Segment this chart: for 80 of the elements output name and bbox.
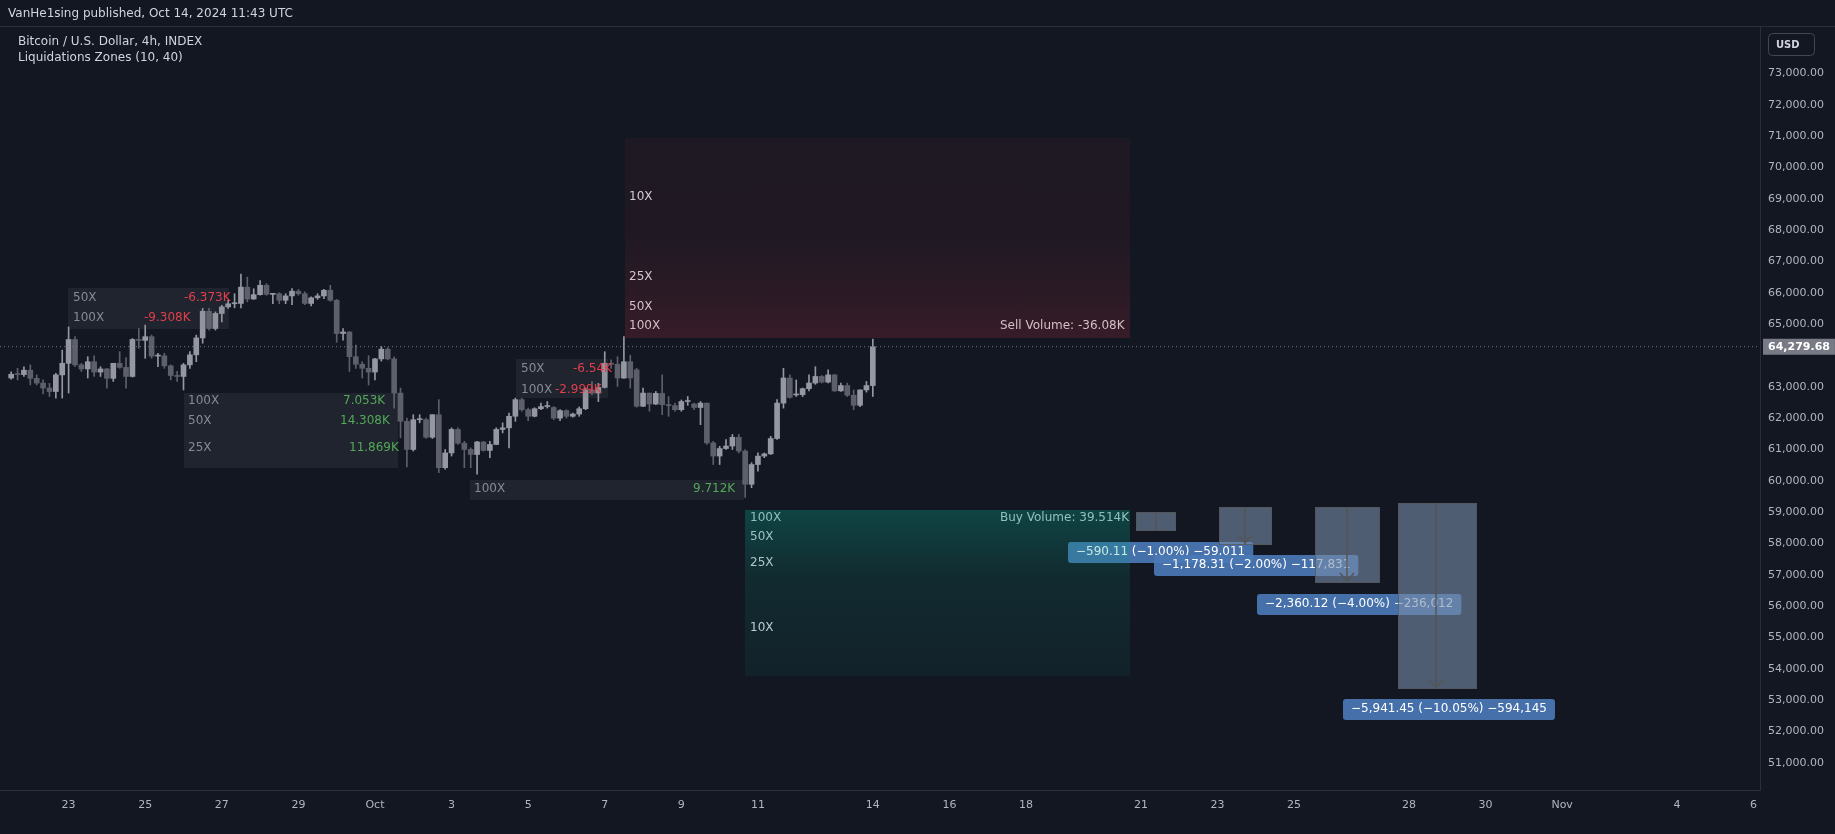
- annotation: 10X: [629, 189, 653, 204]
- y-tick-label: 57,000.00: [1768, 567, 1824, 581]
- y-tick-label: 54,000.00: [1768, 661, 1824, 675]
- y-tick-label: 71,000.00: [1768, 128, 1824, 142]
- annotation: 100X: [73, 310, 105, 325]
- x-tick-label: 5: [524, 798, 532, 812]
- y-tick-label: 65,000.00: [1768, 316, 1824, 330]
- annotation: 100X: [521, 382, 553, 397]
- y-tick-label: 62,000.00: [1768, 411, 1824, 425]
- x-tick-label: Oct: [365, 798, 386, 812]
- annotation: -9.308K: [144, 310, 192, 325]
- annotation: −2,360.12 (−4.00%) −236,012: [1265, 596, 1454, 611]
- text: VanHe1sing published, Oct 14, 2024 11:43 UTC: [8, 6, 293, 21]
- annotation: 100X: [188, 393, 220, 408]
- annotation: 50X: [73, 290, 97, 305]
- x-tick-label: 29: [291, 798, 306, 812]
- annotation: 25X: [750, 555, 774, 570]
- text: Liquidations Zones (10, 40): [18, 50, 183, 65]
- annotation: −590.11 (−1.00%) −59,011: [1076, 544, 1246, 559]
- annotation: 100X: [750, 510, 782, 525]
- x-tick-label: 28: [1401, 798, 1416, 812]
- y-tick-label: 60,000.00: [1768, 473, 1824, 487]
- annotation: -6.373K: [184, 290, 232, 305]
- x-tick-label: 7: [601, 798, 609, 812]
- y-tick-label: 67,000.00: [1768, 254, 1824, 268]
- x-tick-label: 18: [1019, 798, 1033, 812]
- x-tick-label: 3: [448, 798, 456, 812]
- annotation: 9.712K: [693, 481, 737, 496]
- x-tick-label: 25: [138, 798, 153, 812]
- annotation: 14.308K: [340, 413, 391, 428]
- y-tick-label: 69,000.00: [1768, 191, 1824, 205]
- y-tick-label: 55,000.00: [1768, 630, 1824, 644]
- candlestick: [270, 293, 276, 305]
- annotation: 25X: [188, 440, 212, 455]
- ref-line-label: 64,279.68: [1768, 339, 1830, 353]
- annotation: 10X: [750, 620, 774, 635]
- annotation: 100X: [474, 481, 506, 496]
- x-tick-label: Nov: [1551, 798, 1574, 812]
- y-tick-label: 56,000.00: [1768, 599, 1824, 613]
- x-tick-label: 11: [750, 798, 765, 812]
- annotation: 50X: [521, 361, 545, 376]
- y-tick-label: 73,000.00: [1768, 66, 1824, 80]
- x-tick-label: 16: [942, 798, 957, 812]
- annotation: Buy Volume: 39.514K: [1000, 510, 1131, 525]
- annotation: Sell Volume: -36.08K: [1000, 318, 1126, 333]
- annotation: 50X: [188, 413, 212, 428]
- y-tick-label: 58,000.00: [1768, 536, 1824, 550]
- annotation: 100X: [629, 318, 661, 333]
- y-tick-label: 63,000.00: [1768, 379, 1824, 393]
- x-tick-label: 4: [1673, 798, 1681, 812]
- candlestick: [135, 328, 142, 349]
- y-tick-label: 70,000.00: [1768, 160, 1824, 174]
- y-tick-label: 66,000.00: [1768, 285, 1824, 299]
- y-tick-label: 68,000.00: [1768, 222, 1824, 236]
- x-tick-label: 25: [1287, 798, 1302, 812]
- x-tick-label: 21: [1133, 798, 1148, 812]
- x-tick-label: 6: [1750, 798, 1758, 812]
- y-tick-label: 52,000.00: [1768, 724, 1824, 738]
- annotation: −1,178.31 (−2.00%) −117,831: [1162, 557, 1351, 572]
- candlestick: [340, 328, 346, 341]
- x-tick-label: 9: [677, 798, 685, 812]
- x-tick-label: 30: [1478, 798, 1493, 812]
- y-tick-label: 53,000.00: [1768, 693, 1824, 707]
- annotation: 25X: [629, 269, 653, 284]
- x-tick-label: 27: [214, 798, 229, 812]
- x-tick-label: 23: [1210, 798, 1225, 812]
- x-tick-label: 23: [61, 798, 76, 812]
- annotation: 50X: [750, 529, 774, 544]
- candlestick: [142, 324, 149, 359]
- annotation: 7.053K: [343, 393, 387, 408]
- y-tick-label: 72,000.00: [1768, 97, 1824, 111]
- y-axis-title: USD: [1776, 38, 1800, 50]
- y-tick-label: 51,000.00: [1768, 755, 1824, 769]
- annotation: 11.869K: [349, 440, 400, 455]
- y-tick-label: 59,000.00: [1768, 505, 1824, 519]
- x-tick-label: 14: [865, 798, 880, 812]
- annotation: −5,941.45 (−10.05%) −594,145: [1351, 701, 1547, 716]
- annotation: 50X: [629, 299, 653, 314]
- y-tick-label: 61,000.00: [1768, 442, 1824, 456]
- text: Bitcoin / U.S. Dollar, 4h, INDEX: [18, 34, 203, 49]
